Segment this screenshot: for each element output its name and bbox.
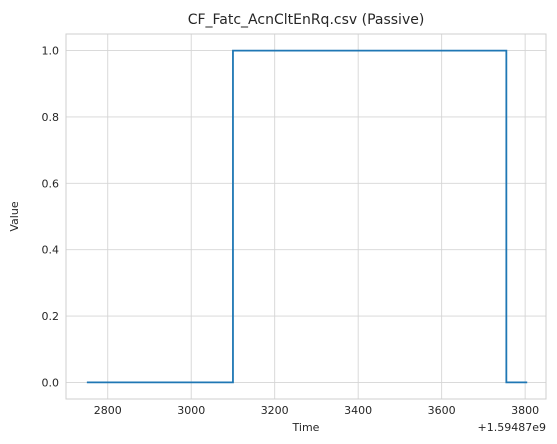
x-tick-labels: 2800 3000 3200 3400 3600 3800	[94, 404, 539, 417]
x-axis-offset-label: +1.59487e9	[478, 421, 546, 434]
series-layer	[86, 49, 528, 384]
y-tick-label: 0.0	[42, 376, 60, 389]
y-tick-label: 1.0	[42, 45, 60, 58]
grid-layer	[66, 34, 546, 399]
x-tick-label: 3000	[177, 404, 205, 417]
y-tick-label: 0.2	[42, 310, 60, 323]
series-line	[86, 49, 528, 384]
x-tick-label: 3800	[511, 404, 539, 417]
y-tick-label: 0.6	[42, 177, 60, 190]
x-axis-label: Time	[292, 421, 320, 434]
x-tick-label: 3600	[428, 404, 456, 417]
x-tick-label: 2800	[94, 404, 122, 417]
y-tick-label: 0.4	[42, 244, 60, 257]
y-tick-labels: 0.0 0.2 0.4 0.6 0.8 1.0	[42, 45, 60, 390]
y-tick-label: 0.8	[42, 111, 60, 124]
plot-frame	[65, 33, 547, 400]
x-tick-label: 3400	[344, 404, 372, 417]
chart-title: CF_Fatc_AcnCltEnRq.csv (Passive)	[188, 12, 425, 28]
x-tick-label: 3200	[261, 404, 289, 417]
y-axis-label: Value	[8, 201, 21, 231]
